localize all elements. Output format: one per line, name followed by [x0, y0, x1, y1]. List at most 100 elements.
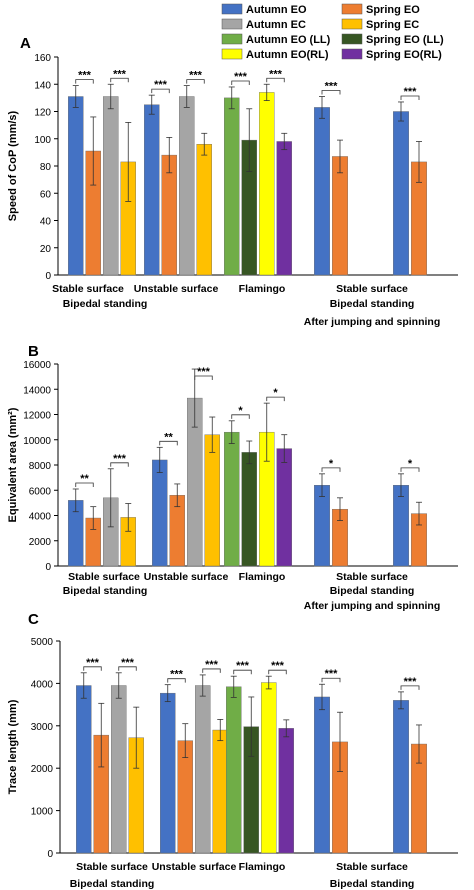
- significance-bracket: [321, 467, 341, 472]
- significance-bracket: [75, 79, 94, 84]
- legend-swatch: [341, 33, 363, 45]
- legend-label: Spring EC: [366, 19, 419, 31]
- x-group-sublabel: After jumping and spinning: [304, 600, 441, 612]
- bar: [393, 111, 409, 276]
- significance-bracket: [194, 375, 213, 380]
- significance-bracket: [110, 77, 129, 83]
- bar: [259, 92, 275, 276]
- legend-swatch: [221, 18, 243, 30]
- y-axis-title: Trace length (mm): [7, 699, 19, 794]
- y-tick-label: 12000: [23, 411, 51, 422]
- y-tick-label: 100: [34, 135, 51, 146]
- bar: [152, 459, 168, 567]
- bar: [204, 434, 220, 567]
- bar: [314, 107, 330, 276]
- significance-label: ***: [404, 676, 418, 688]
- significance-bracket: [321, 90, 341, 95]
- y-tick-label: 0: [45, 562, 51, 573]
- significance-label: ***: [269, 68, 283, 80]
- y-tick-label: 4000: [31, 679, 54, 690]
- bar: [261, 682, 277, 854]
- x-group-sublabel: Bipedal standing: [330, 298, 415, 310]
- y-tick-label: 80: [40, 162, 52, 173]
- x-group-label: Unstable surface: [152, 861, 237, 873]
- y-tick-label: 16000: [23, 360, 51, 371]
- legend-swatch: [221, 48, 243, 60]
- panel-letter: C: [28, 611, 39, 628]
- significance-bracket: [233, 669, 252, 675]
- x-group-label: Unstable surface: [134, 283, 219, 295]
- bar: [314, 485, 330, 567]
- y-tick-label: 20: [40, 244, 52, 255]
- legend: Autumn EO Spring EO Autumn EC Spring EC Autu…: [221, 3, 444, 61]
- y-tick-label: 40: [40, 217, 52, 228]
- legend-swatch: [221, 33, 243, 45]
- bar: [76, 685, 92, 854]
- bar: [226, 686, 242, 854]
- significance-bracket: [266, 77, 285, 83]
- bar: [196, 143, 212, 276]
- significance-label: ***: [197, 366, 211, 378]
- y-tick-label: 160: [34, 53, 51, 64]
- significance-bracket: [83, 666, 102, 671]
- bar: [195, 685, 211, 854]
- significance-bracket: [400, 467, 420, 472]
- y-tick-label: 140: [34, 80, 51, 91]
- bar: [224, 431, 240, 567]
- x-group-sublabel: After jumping and spinning: [304, 316, 441, 328]
- x-group-label: Stable surface: [336, 861, 408, 873]
- y-tick-label: 4000: [29, 512, 52, 523]
- significance-bracket: [167, 678, 186, 683]
- bar: [68, 96, 84, 276]
- y-tick-label: 120: [34, 108, 51, 119]
- x-group-sublabel: Bipedal standing: [330, 585, 415, 597]
- bar: [111, 685, 127, 854]
- significance-label: ***: [271, 660, 285, 672]
- significance-bracket: [159, 440, 178, 446]
- significance-label: *: [238, 405, 243, 417]
- legend-swatch: [341, 18, 363, 30]
- x-group-label: Stable surface: [68, 571, 140, 583]
- significance-label: ***: [404, 86, 418, 98]
- significance-bracket: [110, 462, 129, 467]
- significance-bracket: [268, 669, 287, 675]
- bar: [276, 448, 292, 567]
- significance-bracket: [75, 482, 94, 487]
- legend-label: Autumn EO: [246, 4, 307, 16]
- significance-label: ***: [236, 660, 250, 672]
- significance-label: ***: [325, 668, 339, 680]
- legend-swatch: [341, 48, 363, 60]
- significance-label: ***: [189, 70, 203, 82]
- legend-label: Autumn EO(RL): [246, 49, 329, 61]
- bar: [278, 728, 294, 854]
- y-tick-label: 0: [45, 271, 51, 282]
- legend-label: Autumn EO (LL): [246, 34, 331, 46]
- significance-bracket: [151, 88, 170, 94]
- bar: [103, 96, 119, 276]
- y-tick-label: 10000: [23, 436, 51, 447]
- y-axis-title: Equivalent area (mm²): [7, 407, 19, 522]
- y-tick-label: 1000: [31, 807, 54, 818]
- significance-bracket: [118, 666, 137, 671]
- legend-label: Spring EO: [366, 4, 420, 16]
- x-group-label: Flamingo: [239, 571, 286, 583]
- bar: [393, 700, 409, 854]
- x-group-sublabel: Bipedal standing: [63, 298, 148, 310]
- significance-bracket: [400, 95, 420, 100]
- significance-label: ***: [154, 79, 168, 91]
- bar: [393, 485, 409, 567]
- panel-letter: A: [20, 35, 31, 52]
- legend-swatch: [221, 3, 243, 15]
- significance-bracket: [231, 80, 250, 85]
- y-tick-label: 8000: [29, 461, 52, 472]
- bar: [314, 696, 330, 854]
- bar: [179, 96, 195, 276]
- x-group-label: Stable surface: [336, 571, 408, 583]
- significance-bracket: [202, 668, 221, 673]
- legend-swatch: [341, 3, 363, 15]
- y-tick-label: 3000: [31, 722, 54, 733]
- bar: [276, 141, 292, 276]
- y-tick-label: 60: [40, 189, 52, 200]
- bar: [160, 692, 176, 854]
- significance-label: *: [329, 458, 334, 470]
